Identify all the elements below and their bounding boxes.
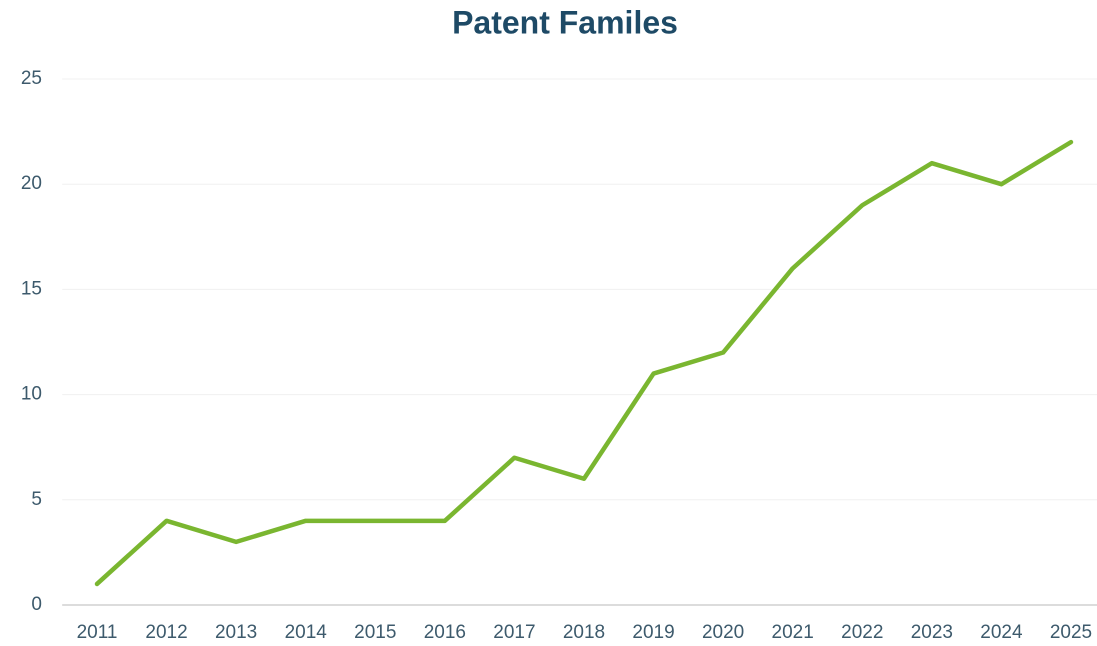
y-tick-label: 20 [21, 173, 42, 194]
y-tick-label: 25 [21, 68, 42, 89]
x-tick-label: 2012 [145, 622, 187, 643]
x-tick-label: 2017 [493, 622, 535, 643]
y-tick-label: 0 [31, 594, 42, 615]
data-line [94, 139, 1074, 587]
x-tick-label: 2019 [632, 622, 674, 643]
x-tick-label: 2014 [285, 622, 328, 643]
x-tick-label: 2011 [77, 622, 118, 643]
x-tick-label: 2025 [1050, 622, 1092, 643]
x-tick-label: 2015 [354, 622, 396, 643]
x-tick-label: 2023 [911, 622, 953, 643]
x-tick-label: 2013 [215, 622, 257, 643]
x-tick-label: 2020 [702, 622, 744, 643]
chart-title: Patent Familes [452, 4, 678, 40]
y-tick-label: 15 [21, 278, 42, 299]
y-tick-label: 10 [21, 384, 42, 405]
x-tick-label: 2016 [424, 622, 466, 643]
x-tick-label: 2024 [980, 622, 1023, 643]
y-tick-label: 5 [31, 489, 42, 510]
x-tick-label: 2018 [563, 622, 605, 643]
x-tick-label: 2022 [841, 622, 883, 643]
x-tick-label: 2021 [772, 622, 814, 643]
